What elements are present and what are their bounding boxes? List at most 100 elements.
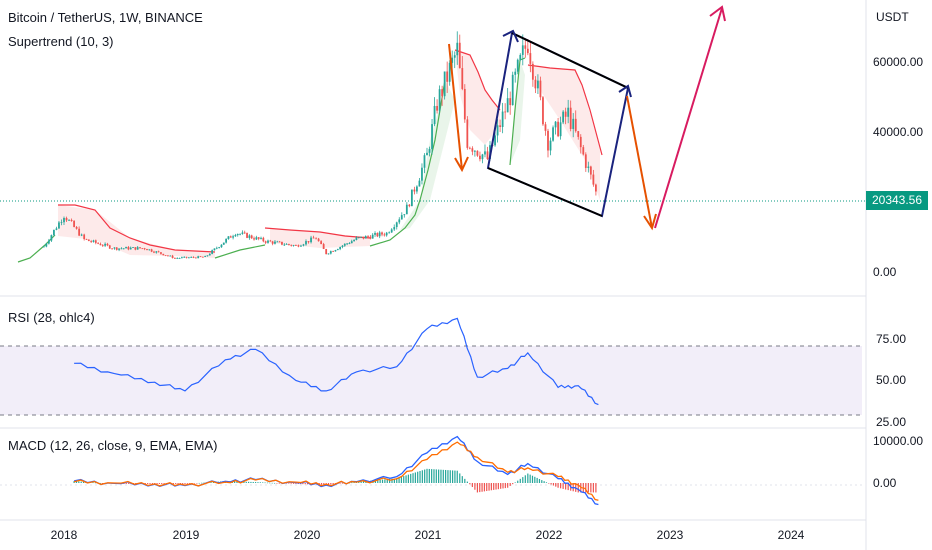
candle-body — [418, 180, 421, 187]
macd-histogram-bar — [454, 470, 456, 483]
candle-body — [227, 236, 230, 239]
candle-body — [118, 248, 120, 250]
candle-body — [499, 125, 502, 127]
macd-histogram-bar — [500, 483, 502, 489]
supertrend-down-fill — [58, 205, 215, 258]
rsi-title[interactable]: RSI (28, ohlc4) — [8, 310, 95, 325]
macd-histogram-bar — [421, 470, 423, 483]
navy-arrowhead-right — [618, 84, 632, 98]
candle-body — [194, 257, 197, 259]
macd-histogram-bar — [592, 483, 594, 493]
macd-histogram-bar — [82, 481, 85, 483]
macd-histogram-bar — [273, 482, 276, 484]
candle-body — [271, 241, 274, 244]
candle-body — [494, 135, 496, 146]
macd-histogram-bar — [543, 481, 545, 483]
macd-histogram-bar — [534, 476, 536, 483]
candle-body — [167, 255, 169, 257]
candle-body — [398, 219, 401, 223]
candle-body — [87, 239, 90, 242]
candle-body — [75, 226, 78, 229]
candle-body — [278, 241, 281, 243]
candle-body — [371, 234, 374, 239]
candle-body — [141, 248, 144, 250]
candle-body — [413, 189, 416, 192]
macd-histogram-bar — [502, 483, 504, 489]
supertrend-line-down — [58, 204, 216, 253]
candle-body — [269, 240, 272, 242]
macd-histogram-bar — [565, 483, 567, 490]
candle-body — [479, 155, 481, 160]
macd-histogram-bar — [557, 483, 559, 488]
macd-histogram-bar — [529, 474, 531, 483]
macd-histogram-bar — [587, 483, 589, 493]
candle-body — [288, 243, 290, 245]
candle-body — [428, 149, 431, 153]
candle-body — [587, 166, 590, 168]
candle-body — [199, 256, 202, 258]
orange-down-arrow-2 — [626, 95, 653, 229]
chart-title[interactable]: Bitcoin / TetherUS, 1W, BINANCE — [8, 10, 203, 25]
macd-axis-tick: 10000.00 — [873, 434, 923, 448]
macd-histogram-bar — [198, 482, 200, 484]
candle-body — [534, 79, 537, 89]
candle-body — [215, 247, 218, 249]
candle-body — [264, 241, 267, 243]
macd-histogram-bar — [196, 483, 198, 484]
candle-body — [157, 251, 160, 253]
macd-histogram-bar — [490, 483, 492, 491]
time-axis-tick: 2024 — [778, 528, 805, 542]
macd-histogram-bar — [435, 469, 437, 483]
macd-histogram-bar — [156, 483, 158, 484]
macd-histogram-bar — [550, 483, 552, 485]
macd-histogram-bar — [545, 482, 548, 483]
candle-body — [466, 119, 469, 148]
candle-body — [45, 243, 48, 247]
candle-body — [421, 167, 423, 181]
macd-histogram-bar — [538, 478, 541, 483]
macd-histogram-bar — [495, 483, 497, 490]
macd-histogram-bar — [288, 483, 290, 484]
channel-bottom-line — [487, 167, 603, 217]
rsi-band — [0, 346, 862, 415]
candle-body — [456, 42, 459, 56]
macd-histogram-bar — [254, 482, 257, 483]
candle-body — [178, 258, 181, 259]
candle-body — [423, 155, 426, 168]
macd-histogram-bar — [94, 482, 97, 484]
last-price-badge: 20343.56 — [866, 191, 928, 210]
macd-histogram-bar — [259, 482, 261, 483]
macd-histogram-bar — [257, 482, 259, 483]
candle-body — [53, 229, 55, 236]
orange-down-arrow-1 — [448, 43, 463, 171]
candle-body — [136, 247, 139, 250]
candle-body — [65, 217, 68, 221]
macd-histogram-bar — [73, 481, 75, 483]
candle-body — [468, 147, 471, 149]
candle-body — [312, 237, 315, 239]
candle-body — [302, 244, 305, 246]
candle-body — [104, 243, 107, 246]
candle-body — [388, 232, 391, 234]
candle-body — [453, 55, 456, 58]
supertrend-label[interactable]: Supertrend (10, 3) — [8, 34, 114, 49]
candle-body — [579, 136, 582, 148]
macd-title[interactable]: MACD (12, 26, close, 9, EMA, EMA) — [8, 438, 218, 453]
candle-body — [60, 222, 63, 224]
candle-body — [544, 124, 547, 131]
macd-histogram-bar — [527, 473, 529, 483]
macd-histogram-bar — [514, 482, 516, 484]
macd-histogram-bar — [555, 483, 557, 487]
candle-body — [572, 118, 575, 129]
candle-body — [526, 48, 529, 54]
macd-histogram-bar — [493, 483, 495, 490]
macd-histogram-bar — [567, 483, 569, 491]
candle-body — [225, 238, 228, 243]
candle-body — [567, 107, 570, 117]
candle-body — [329, 251, 332, 254]
candle-body — [169, 255, 172, 257]
candle-body — [400, 215, 403, 220]
macd-histogram-bar — [92, 482, 94, 484]
supertrend-line-down — [454, 49, 501, 111]
macd-histogram-bar — [469, 483, 471, 485]
